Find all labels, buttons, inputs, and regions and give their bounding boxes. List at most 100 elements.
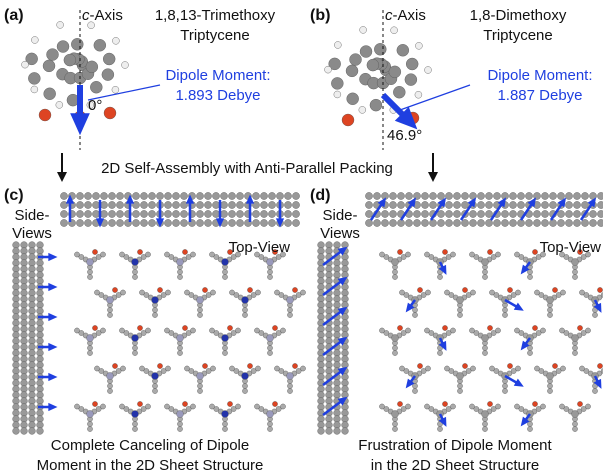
atom [437,210,444,217]
atom [220,210,227,217]
atom [489,366,494,371]
atom [267,274,272,279]
atom [268,210,275,217]
atom [405,252,410,257]
atom [112,363,117,368]
atom [334,416,341,423]
atom [92,401,97,406]
atom [177,335,184,342]
atom [557,192,564,199]
atom [220,192,227,199]
atom [137,325,142,330]
atom [360,46,372,58]
atom [342,380,349,387]
atom [287,373,294,380]
atom [260,219,267,226]
atom [287,312,292,317]
atom [84,192,91,199]
atom [437,192,444,199]
atom [21,242,28,249]
atom [442,249,447,254]
atom [509,201,516,208]
atom [37,266,44,273]
atom [342,410,349,417]
atom [477,201,484,208]
atom [108,201,115,208]
atom [37,320,44,327]
atom [210,366,215,371]
atom [359,106,366,113]
atom [29,302,36,309]
atom [177,350,182,355]
atom [318,356,325,363]
atom [164,219,171,226]
atom [525,192,532,199]
atom [29,290,36,297]
molecule-name: Triptycene [483,27,552,44]
atom [292,201,299,208]
atom [229,366,234,371]
atom [242,307,247,312]
atom [482,335,489,342]
atom [29,296,36,303]
atom [565,201,572,208]
atom [184,290,189,295]
atom [152,388,157,393]
atom [37,272,44,279]
atom [405,328,410,333]
side-label: Views [320,225,360,242]
atom [365,210,372,217]
figure: (a) c-Axis 1,8,13-Trimethoxy Triptycene … [0,0,603,475]
atom [421,210,428,217]
atom [242,297,249,304]
dipole-arrowhead [48,253,57,261]
atom [429,201,436,208]
atom [76,192,83,199]
atom [172,201,179,208]
atom [13,242,20,249]
atom [254,328,259,333]
axis-suffix: -Axis [90,7,123,24]
atom [534,366,539,371]
atom [157,287,162,292]
atom [589,210,596,217]
atom [21,332,28,339]
atom [334,296,341,303]
atom [597,192,603,199]
atom [326,362,333,369]
atom [547,297,554,304]
atom [470,366,475,371]
atom [21,302,28,309]
atom [112,86,119,93]
atom [280,404,285,409]
atom [165,290,170,295]
atom [220,201,227,208]
atom [13,356,20,363]
atom [37,296,44,303]
atom [13,344,20,351]
atom [331,77,343,89]
atom [457,312,462,317]
atom [37,350,44,357]
atom [532,325,537,330]
atom [29,314,36,321]
atom [559,328,564,333]
atom [242,383,247,388]
atom [392,259,399,266]
atom [92,249,97,254]
atom [13,428,20,435]
atom [482,259,489,266]
atom [509,210,516,217]
atom [300,290,305,295]
atom [318,386,325,393]
atom [37,290,44,297]
atom [445,219,452,226]
atom [334,392,341,399]
atom [342,416,349,423]
atom [86,61,98,73]
atom [31,86,38,93]
atom [477,219,484,226]
atom [107,307,112,312]
atom [469,210,476,217]
atom [60,192,67,199]
